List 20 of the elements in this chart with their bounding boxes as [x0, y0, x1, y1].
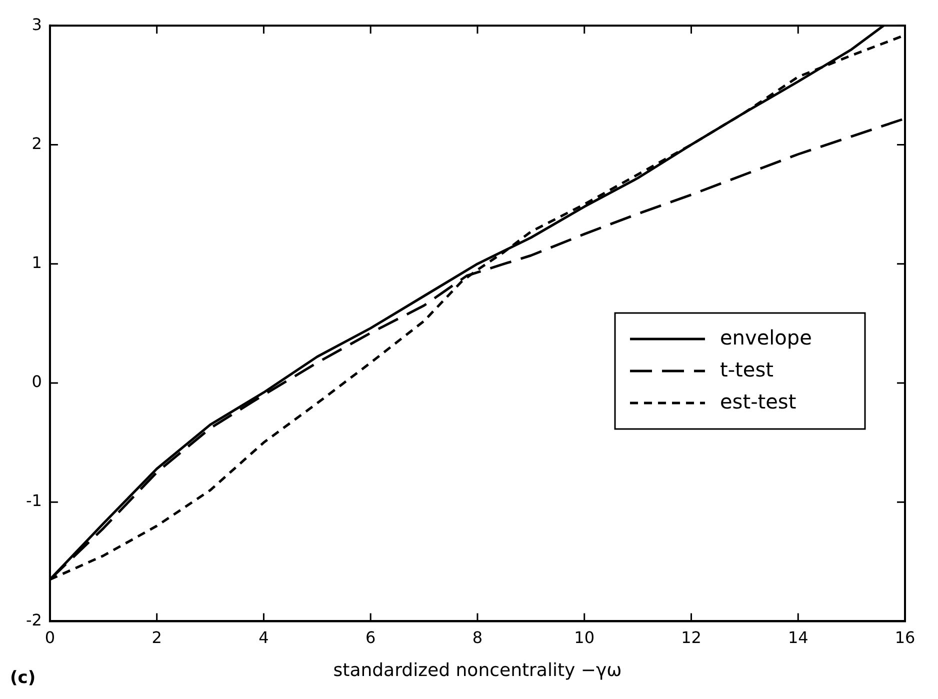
x-tick-label: 12 — [681, 628, 702, 647]
x-tick-label: 14 — [788, 628, 808, 647]
x-tick-label: 10 — [574, 628, 595, 647]
legend-label: envelope — [720, 325, 812, 350]
y-tick-label: -1 — [26, 491, 42, 510]
y-tick-label: 0 — [32, 372, 42, 392]
x-tick-label: 6 — [366, 628, 376, 647]
y-tick-label: 3 — [32, 14, 42, 34]
legend-label: t-test — [720, 357, 774, 382]
x-tick-label: 2 — [152, 628, 162, 647]
x-tick-label: 4 — [258, 628, 269, 647]
text: (c) — [10, 668, 36, 688]
y-tick-label: 1 — [32, 252, 42, 272]
legend-label: est-test — [720, 389, 796, 414]
x-axis-title: standardized noncentrality −γω — [333, 660, 622, 681]
x-tick-label: 0 — [44, 628, 56, 647]
y-tick-label: -2 — [26, 610, 42, 630]
x-tick-label: 8 — [472, 628, 483, 647]
x-tick-label: 16 — [894, 628, 916, 647]
y-tick-label: 2 — [32, 134, 42, 153]
